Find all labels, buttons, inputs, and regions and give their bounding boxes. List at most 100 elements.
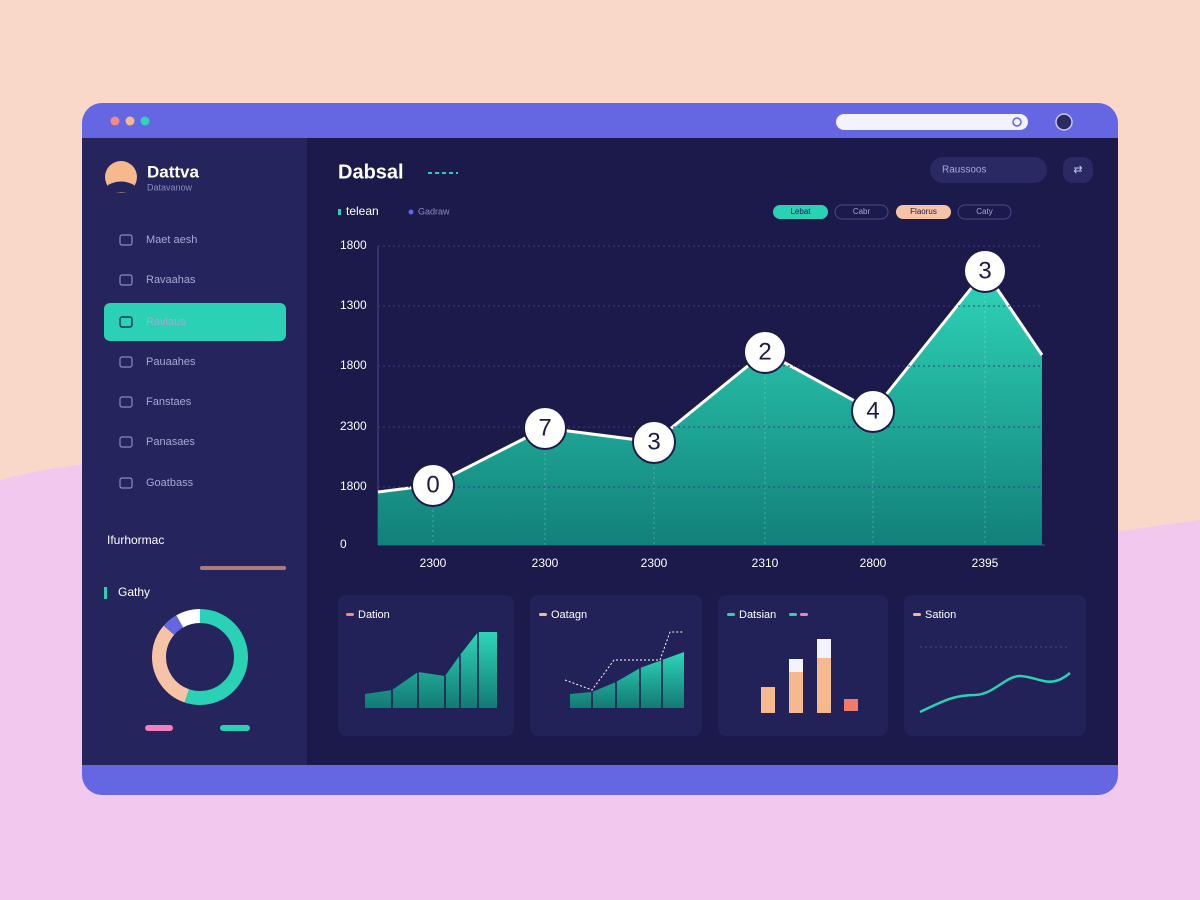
- card-title: Sation: [925, 609, 956, 621]
- point-label: 3: [647, 428, 660, 455]
- window-dot[interactable]: [110, 116, 120, 126]
- area: [378, 271, 1042, 545]
- filter-pill[interactable]: [834, 204, 889, 220]
- x-tick-label: 2300: [641, 556, 668, 570]
- brand: Dattva: [147, 162, 200, 181]
- menu-item[interactable]: Goatbass: [146, 477, 194, 489]
- x-tick-label: 2300: [532, 556, 559, 570]
- icon-button[interactable]: [1063, 157, 1093, 183]
- filter-pill[interactable]: [773, 205, 828, 219]
- mini-dividers: [591, 660, 663, 708]
- donut: [152, 609, 248, 705]
- sidebar: [82, 138, 307, 765]
- filter-label: Cabr: [853, 207, 871, 216]
- legend-swatch: [338, 209, 341, 215]
- menu-item[interactable]: Pauaahes: [146, 356, 196, 368]
- mini-bar: [817, 658, 831, 713]
- section-title: Ifurhormac: [107, 533, 164, 547]
- legend-pill: [145, 725, 173, 731]
- legend-pill: [220, 725, 250, 731]
- menu: Maet aesh Ravaahas Ravlaus Pauaahes Fanstaes…: [119, 234, 197, 489]
- window-dot[interactable]: [140, 116, 150, 126]
- point-label: 3: [978, 257, 991, 284]
- search-bar[interactable]: [836, 114, 1028, 130]
- card-title: Datsian: [739, 609, 776, 621]
- filters: Lebat Cabr Flaorus Caty: [773, 204, 1012, 220]
- filter-label: Flaorus: [910, 207, 937, 216]
- filter-pill[interactable]: [896, 205, 951, 219]
- mini-bar: [789, 672, 803, 713]
- y-tick-label: 1800: [340, 479, 367, 493]
- y-tick-label: 1800: [340, 238, 367, 252]
- legend-swatch: [408, 209, 414, 215]
- card-marker: [789, 613, 797, 616]
- mini-bar: [761, 687, 775, 713]
- menu-item[interactable]: Panasaes: [146, 436, 195, 448]
- point-badge[interactable]: [523, 406, 567, 450]
- point-badge[interactable]: [743, 330, 787, 374]
- window-dot[interactable]: [125, 116, 135, 126]
- section-title: Gathy: [118, 585, 150, 599]
- donut-segment: [152, 609, 248, 705]
- header-button[interactable]: [930, 157, 1047, 183]
- menu-icon: [119, 274, 133, 286]
- card-title: Oatagn: [551, 609, 587, 621]
- y-tick-label: 1800: [340, 358, 367, 372]
- point-label: 7: [538, 414, 551, 441]
- legend-item: Gadraw: [418, 206, 450, 216]
- menu-icon: [119, 477, 133, 489]
- menu-icon: [119, 316, 133, 328]
- menu-icon: [119, 396, 133, 408]
- mini-area: [570, 652, 684, 708]
- menu-icon: [119, 436, 133, 448]
- x-tick-label: 2395: [972, 556, 999, 570]
- logo-wave: [108, 181, 134, 193]
- point-badge[interactable]: [632, 420, 676, 464]
- menu-icon: [119, 234, 133, 246]
- card-marker: [800, 613, 808, 616]
- x-tick-label: 2300: [420, 556, 447, 570]
- mini-area: [365, 632, 497, 708]
- icon-button-glyph: ⇄: [1073, 164, 1082, 176]
- menu-item[interactable]: Maet aesh: [146, 234, 197, 246]
- card: [904, 595, 1086, 736]
- card-marker: [913, 613, 921, 616]
- menu-active: [104, 303, 286, 341]
- point-badge[interactable]: [963, 249, 1007, 293]
- mini-line: [919, 672, 1071, 714]
- card-marker: [539, 613, 547, 616]
- card-title: Dation: [358, 609, 390, 621]
- filter-pill[interactable]: [957, 204, 1012, 220]
- menu-item[interactable]: Fanstaes: [146, 396, 192, 408]
- mini-bar: [844, 699, 858, 711]
- point-label: 2: [758, 338, 771, 365]
- donut-segment: [152, 609, 248, 705]
- y-tick-label: 0: [340, 537, 347, 551]
- filter-label: Lebat: [790, 207, 811, 216]
- card-marker: [346, 613, 354, 616]
- card-marker: [727, 613, 735, 616]
- point-badge[interactable]: [411, 463, 455, 507]
- menu-item[interactable]: Ravlaus: [146, 316, 186, 328]
- legend-item: telean: [346, 204, 379, 218]
- y-tick-label: 1300: [340, 298, 367, 312]
- x-tick-label: 2310: [752, 556, 779, 570]
- progress-bar: [200, 566, 286, 570]
- point-badge[interactable]: [851, 389, 895, 433]
- avatar[interactable]: [1055, 113, 1073, 131]
- header-button-label: Raussoos: [942, 165, 986, 176]
- menu-item[interactable]: Ravaahas: [146, 274, 196, 286]
- page-title: Dabsal: [338, 161, 404, 183]
- section-marker: [104, 587, 107, 599]
- mini-bar-top: [817, 639, 831, 658]
- mini-bar-top: [789, 659, 803, 672]
- menu-icon: [119, 356, 133, 368]
- point-label: 0: [426, 471, 439, 498]
- main-chart-labels: 1800 1300 1800 2300 1800 0 2300 2300 2300 2310 280…: [340, 238, 1042, 724]
- y-tick-label: 2300: [340, 419, 367, 433]
- mini-dividers: [391, 632, 479, 708]
- tagline: Datavanow: [147, 182, 193, 192]
- x-tick-label: 2800: [860, 556, 887, 570]
